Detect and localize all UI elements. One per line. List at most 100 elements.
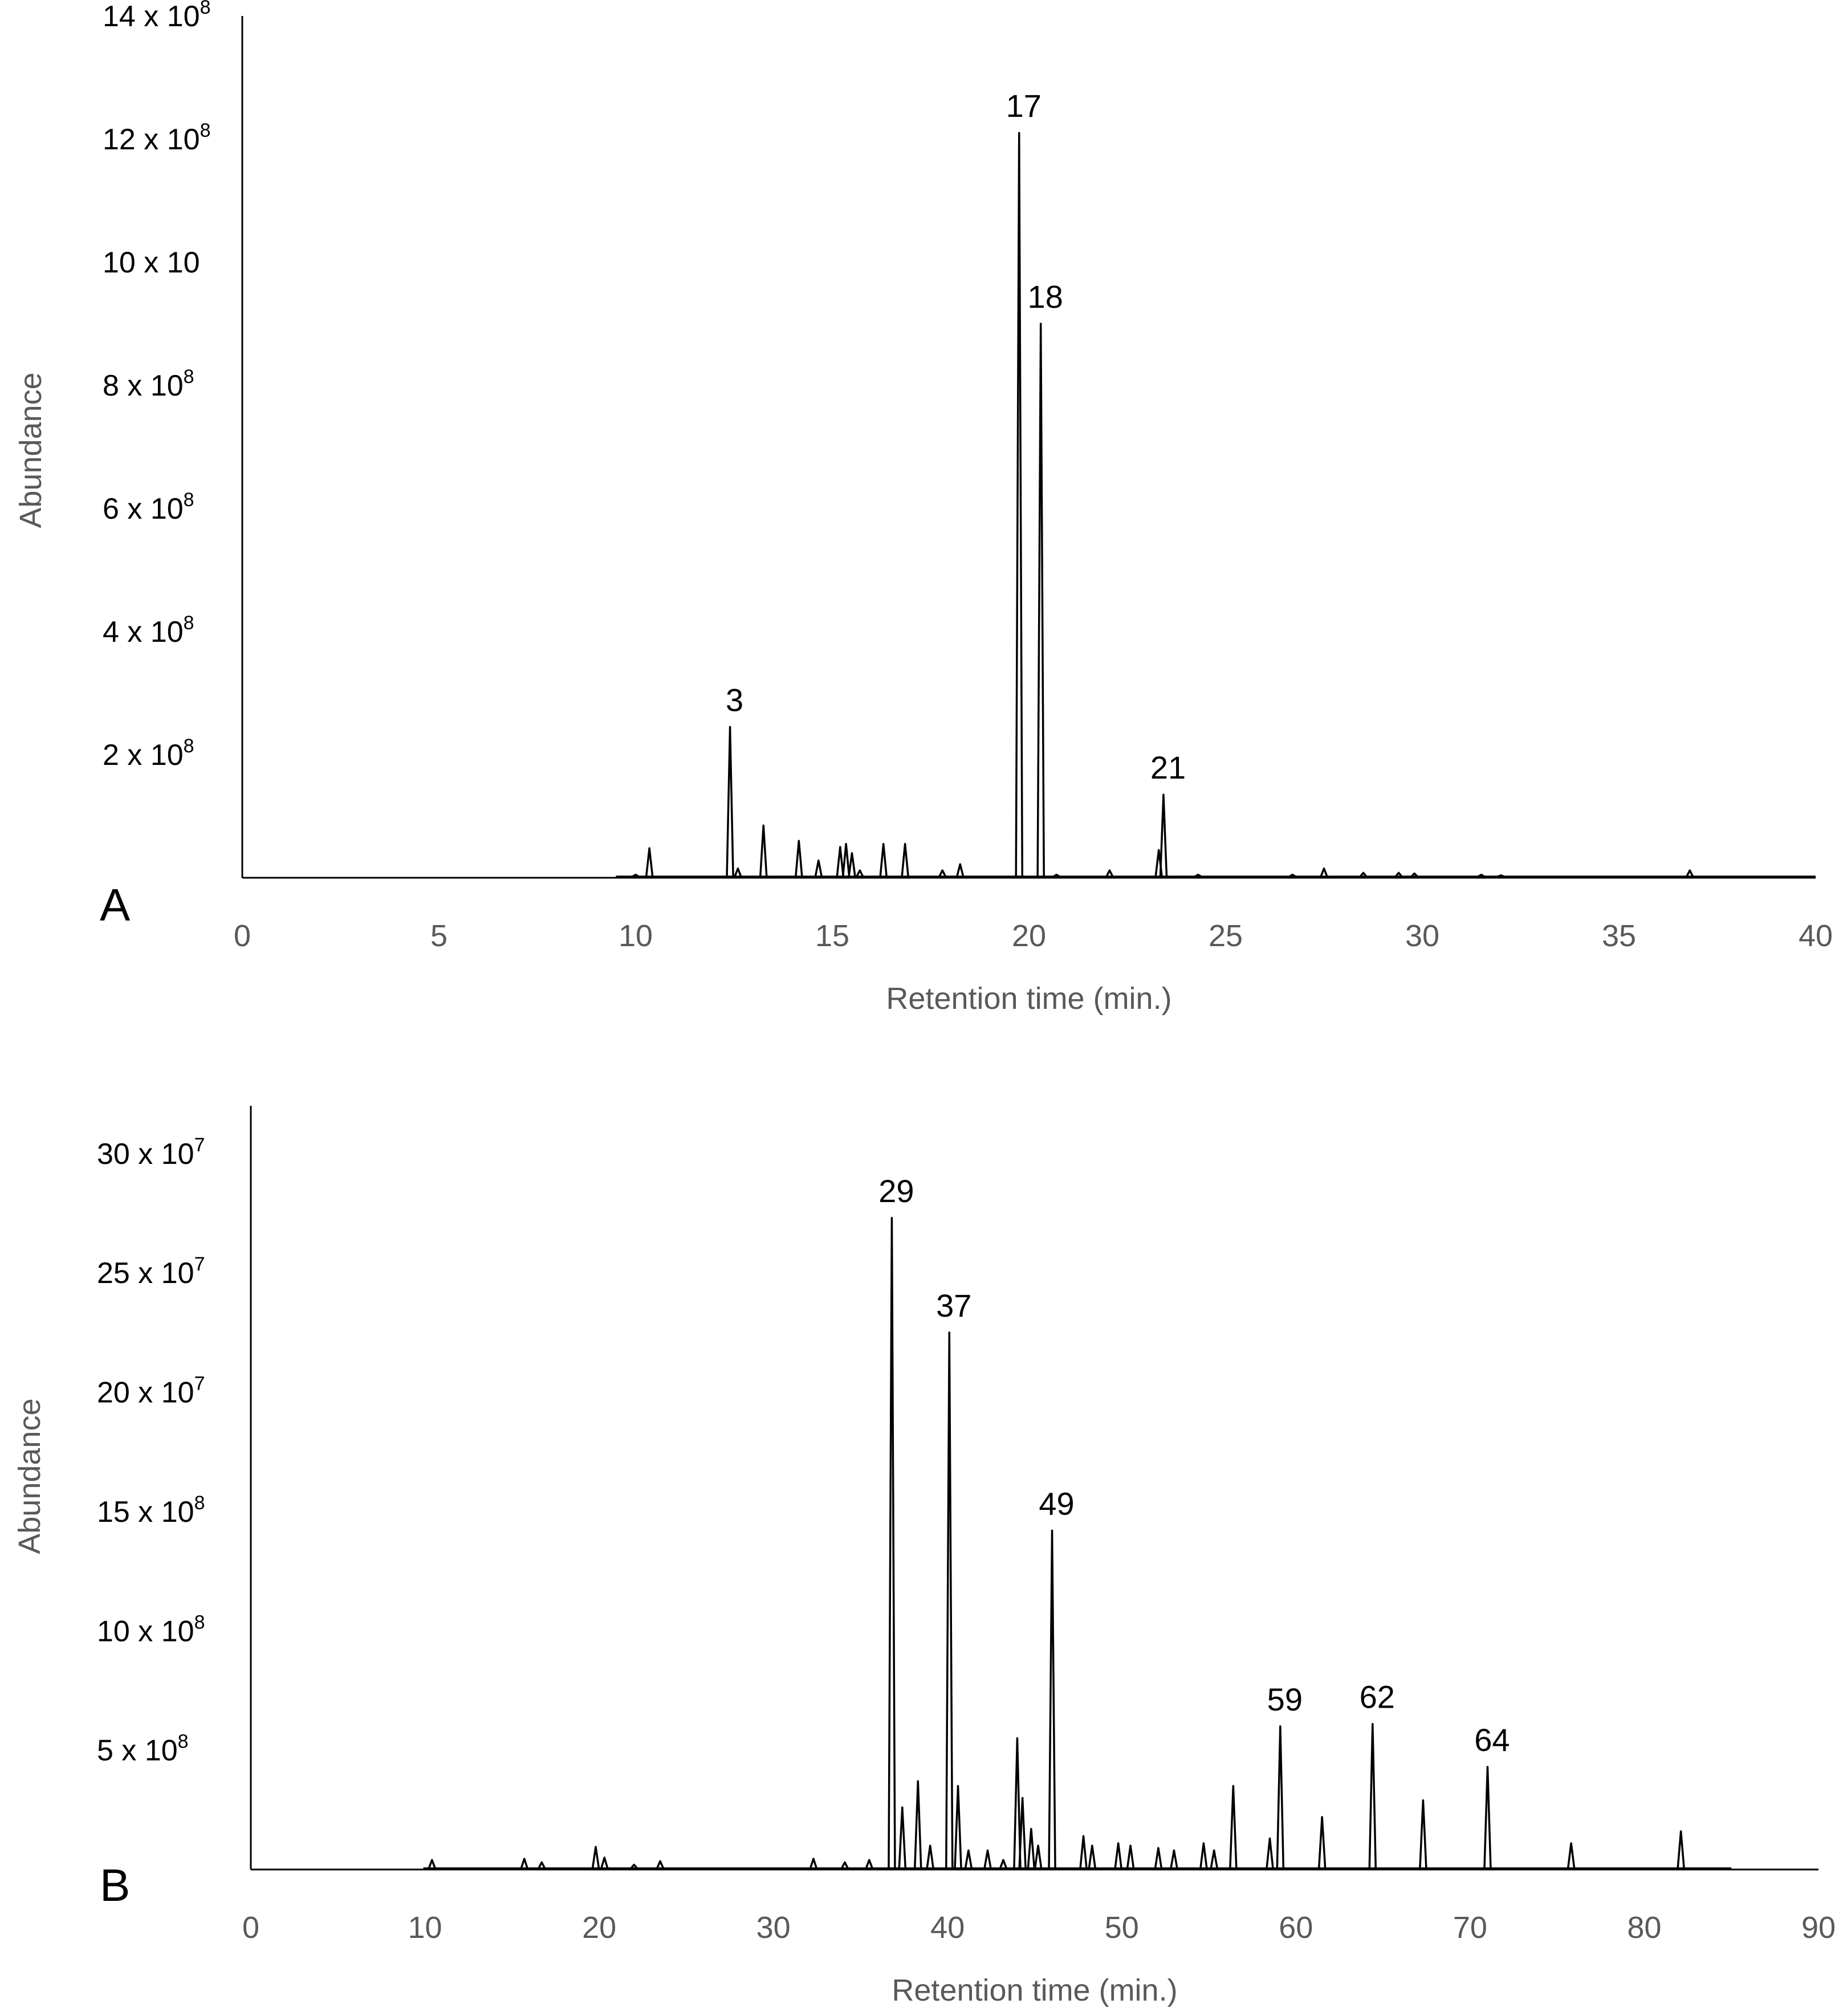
- y-tick-label: 10 x 108: [97, 1611, 205, 1648]
- peak-label-21: 21: [1150, 750, 1186, 785]
- x-tick-label: 40: [930, 1911, 965, 1945]
- x-tick-label: 70: [1453, 1911, 1487, 1945]
- y-tick-label: 30 x 107: [97, 1134, 205, 1171]
- x-axis-title: Retention time (min.): [886, 981, 1171, 1016]
- x-tick-label: 0: [242, 1911, 259, 1945]
- peak-mark: [795, 840, 803, 877]
- peak-mark: [809, 1858, 818, 1869]
- peak-mark: [1317, 1816, 1327, 1869]
- peak-mark: [428, 1859, 436, 1869]
- peak-label-49: 49: [1039, 1485, 1074, 1521]
- y-tick-label: 8 x 108: [103, 366, 194, 402]
- x-tick-label: 80: [1627, 1911, 1661, 1945]
- panel-letter: A: [100, 879, 131, 930]
- peak-mark: [1497, 874, 1505, 878]
- peak-mark: [1027, 1828, 1036, 1869]
- peak-mark: [983, 1849, 992, 1869]
- y-axis-title: Abundance: [13, 1398, 47, 1554]
- peak-mark: [1359, 871, 1368, 878]
- peak-mark: [1210, 1849, 1218, 1869]
- peak-mark: [898, 1806, 907, 1869]
- peak-mark: [1159, 793, 1168, 877]
- x-tick-label: 35: [1602, 919, 1636, 953]
- x-tick-label: 20: [1012, 919, 1046, 953]
- chart-panel-a: 0 5 10 15 20 25 30 35 40 2 x 108 4 x 108 6 x 108 8 x…: [14, 0, 1833, 1016]
- peak-label-37: 37: [936, 1288, 971, 1323]
- peak-label-3: 3: [726, 682, 743, 718]
- x-tick-label: 10: [408, 1911, 442, 1945]
- peak-mark: [840, 1861, 849, 1869]
- peak-mark: [999, 1859, 1008, 1869]
- y-tick-label: 25 x 107: [97, 1253, 205, 1290]
- peak-mark: [1154, 1847, 1163, 1869]
- peak-label-18: 18: [1028, 279, 1063, 315]
- peak-mark: [1686, 869, 1694, 877]
- peak-mark: [914, 1780, 922, 1869]
- peak-mark: [1276, 1725, 1285, 1869]
- x-tick-label: 20: [582, 1911, 616, 1945]
- y-tick-label: 2 x 108: [103, 735, 194, 772]
- peak-mark: [848, 852, 856, 877]
- y-axis-title: Abundance: [14, 372, 48, 528]
- peak-mark: [926, 1844, 934, 1869]
- peak-mark: [759, 824, 768, 877]
- peak-mark: [1419, 1799, 1427, 1869]
- y-tick-label: 5 x 108: [97, 1731, 189, 1767]
- peak-mark: [956, 863, 965, 877]
- chart-panel-b: 0 10 20 30 40 50 60 70 80 90 5 x 108 10 x 108 15 x 1…: [13, 1106, 1836, 2007]
- peak-label-17: 17: [1006, 88, 1042, 124]
- peak-mark: [1170, 1849, 1178, 1869]
- x-tick-label: 5: [430, 919, 447, 953]
- peak-mark: [1105, 869, 1114, 877]
- peak-mark: [1288, 873, 1296, 878]
- peak-mark: [1677, 1830, 1685, 1869]
- peak-mark: [1079, 1835, 1088, 1869]
- peak-mark: [645, 847, 654, 877]
- peak-mark: [1368, 1722, 1377, 1869]
- peak-mark: [841, 842, 851, 877]
- peak-mark: [734, 868, 742, 877]
- peak-mark: [1034, 1844, 1043, 1869]
- peak-mark: [856, 869, 864, 877]
- x-tick-label: 10: [619, 919, 653, 953]
- peak-mark: [865, 1859, 873, 1869]
- x-tick-label: 30: [756, 1911, 791, 1945]
- peak-mark: [879, 842, 888, 877]
- peak-mark: [1229, 1785, 1238, 1869]
- peak-mark: [632, 873, 640, 878]
- peak-mark: [945, 1331, 954, 1869]
- peak-mark: [591, 1846, 600, 1869]
- y-tick-label: 15 x 108: [97, 1492, 205, 1529]
- peak-mark: [954, 1785, 962, 1869]
- peak-mark: [600, 1856, 609, 1869]
- peak-label-29: 29: [878, 1173, 914, 1209]
- x-tick-label: 0: [234, 919, 251, 953]
- peak-mark: [814, 860, 823, 877]
- x-tick-label: 25: [1209, 919, 1243, 953]
- peak-mark: [1410, 872, 1418, 878]
- peak-mark: [1052, 873, 1060, 878]
- peak-label-59: 59: [1267, 1681, 1303, 1717]
- peak-mark: [1036, 323, 1045, 877]
- peak-mark: [1199, 1842, 1208, 1869]
- x-tick-label: 60: [1279, 1911, 1313, 1945]
- peak-label-62: 62: [1360, 1679, 1395, 1715]
- peak-mark: [901, 842, 909, 877]
- y-tick-label: 20 x 107: [97, 1373, 205, 1410]
- x-axis-title: Retention time (min.): [892, 1973, 1177, 2007]
- peak-mark: [938, 869, 947, 877]
- peak-mark: [1320, 868, 1328, 877]
- peak-mark: [1483, 1766, 1492, 1869]
- peak-mark: [1194, 873, 1202, 878]
- peak-mark: [1018, 1797, 1027, 1869]
- y-tick-label: 6 x 108: [103, 489, 194, 526]
- peak-mark: [538, 1861, 546, 1869]
- peak-mark: [1088, 1844, 1097, 1869]
- x-tick-label: 40: [1799, 919, 1833, 953]
- peak-mark: [520, 1858, 528, 1869]
- x-tick-label: 90: [1801, 1911, 1836, 1945]
- x-tick-label: 15: [815, 919, 849, 953]
- y-tick-label: 12 x 108: [103, 120, 211, 156]
- x-tick-label: 50: [1105, 1911, 1139, 1945]
